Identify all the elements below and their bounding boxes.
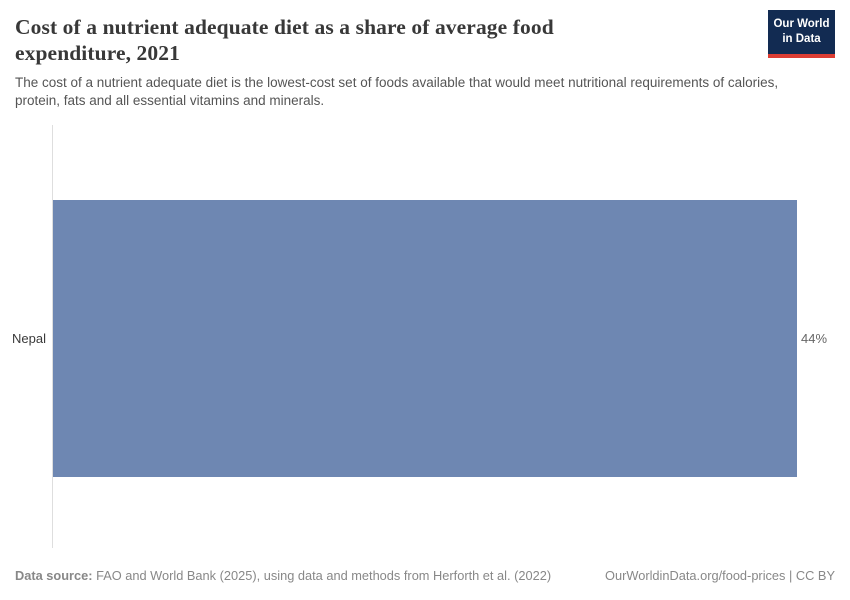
data-source-note: Data source: FAO and World Bank (2025), … [15,568,551,583]
chart-title: Cost of a nutrient adequate diet as a sh… [15,15,554,65]
owid-logo-line1: Our World [773,18,830,30]
data-source-label: Data source: [15,568,93,583]
bar[interactable] [53,200,797,477]
data-source-text: FAO and World Bank (2025), using data an… [96,568,552,583]
owid-logo-line2: in Data [782,33,821,45]
bar-value-label: 44% [801,331,828,346]
chart-footer: Data source: FAO and World Bank (2025), … [15,568,835,583]
owid-license-link[interactable]: OurWorldinData.org/food-prices | CC BY [605,568,835,583]
entity-label-nepal: Nepal [12,331,46,346]
owid-logo[interactable]: Our World in Data [768,10,835,58]
chart-subtitle: The cost of a nutrient adequate diet is … [15,75,779,108]
entity-axis-line [52,125,53,548]
